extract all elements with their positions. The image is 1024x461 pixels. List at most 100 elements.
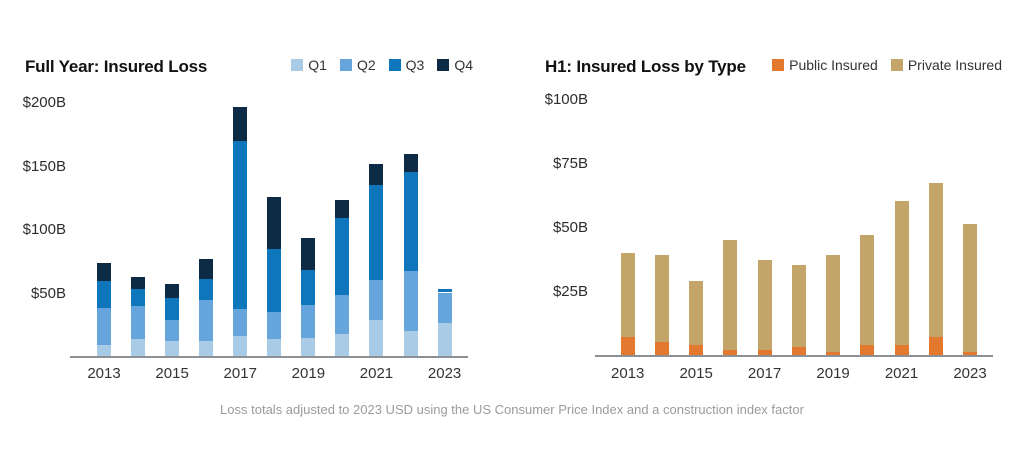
legend-item: Q3 (388, 57, 425, 73)
legend-label: Q2 (356, 57, 376, 73)
x-tick-label: 2019 (816, 365, 850, 382)
legend-item: Q1 (291, 57, 327, 73)
y-tick-label: $100B (22, 221, 66, 238)
x-tick-label: 2023 (427, 365, 462, 382)
legend-item: Private Insured (890, 57, 1002, 73)
bar-segment-2021-private-insured (894, 201, 909, 345)
bar-segment-2014-private-insured (654, 255, 669, 343)
bar-segment-2018-q3 (267, 249, 282, 312)
x-tick-label: 2021 (884, 365, 919, 382)
bar-segment-2015-q1 (165, 340, 180, 356)
bar-segment-2023-public-insured (963, 352, 977, 355)
bar-segment-2020-q4 (335, 199, 350, 218)
y-tick-label: $150B (22, 157, 66, 175)
bar-segment-2013-q1 (97, 344, 111, 356)
bar-segment-2013-q3 (97, 281, 111, 308)
bar-segment-2017-q2 (233, 309, 248, 336)
bar-segment-2021-q4 (369, 164, 384, 185)
bar-segment-2019-q2 (301, 305, 316, 339)
x-tick-label: 2015 (155, 365, 189, 382)
bar-segment-2023-q2 (437, 292, 452, 323)
x-tick-label: 2023 (953, 365, 987, 382)
bar-segment-2014-q2 (131, 306, 146, 340)
bar-segment-2019-q4 (301, 237, 316, 270)
bar-segment-2016-q4 (199, 259, 214, 279)
bar-segment-2022-public-insured (928, 337, 943, 355)
legend-item: Q2 (339, 57, 376, 73)
x-axis-line (595, 355, 993, 357)
left-chart-legend: Q1 Q2 Q3 Q4 (291, 57, 473, 73)
legend-label: Public Insured (789, 57, 878, 73)
bar-segment-2017-private-insured (757, 260, 772, 350)
bar-segment-2019-public-insured (826, 352, 841, 355)
bar-segment-2015-q4 (165, 283, 180, 298)
bar-segment-2023-q3 (437, 288, 452, 293)
x-tick-label: 2013 (611, 365, 645, 382)
bar-segment-2022-q1 (403, 330, 418, 356)
bar-segment-2015-public-insured (689, 344, 704, 355)
x-tick-label: 2017 (223, 365, 257, 382)
bar-segment-2016-q3 (199, 278, 214, 301)
bar-segment-2016-q2 (199, 300, 214, 341)
bar-segment-2014-q1 (131, 339, 146, 356)
legend-item: Q4 (437, 57, 473, 73)
bar-segment-2020-q3 (335, 217, 350, 296)
bar-segment-2023-q1 (437, 322, 452, 356)
x-tick-label: 2021 (359, 365, 394, 382)
x-tick-label: 2019 (291, 365, 326, 382)
bar-segment-2013-public-insured (620, 337, 635, 355)
y-tick-label: $50B (552, 219, 588, 236)
x-tick-label: 2017 (747, 365, 782, 382)
bar-segment-2021-q2 (369, 279, 384, 321)
bar-segment-2013-private-insured (620, 252, 635, 338)
bar-segment-2018-public-insured (791, 347, 806, 355)
bar-segment-2019-private-insured (826, 255, 841, 353)
bar-segment-2017-q1 (233, 335, 248, 356)
bar-segment-2022-q4 (403, 154, 418, 172)
bar-segment-2020-private-insured (860, 234, 875, 345)
bar-segment-2020-public-insured (860, 344, 875, 355)
y-tick-label: $25B (552, 283, 588, 300)
bar-segment-2017-q3 (233, 141, 248, 309)
bar-segment-2015-q2 (165, 320, 180, 341)
legend-label: Private Insured (907, 57, 1002, 73)
legend-swatch-icon (291, 59, 304, 71)
bar-segment-2021-q1 (369, 320, 384, 356)
y-tick-label: $200B (22, 94, 66, 111)
bar-segment-2017-public-insured (757, 349, 772, 355)
legend-label: Q4 (454, 57, 473, 73)
bar-segment-2021-q3 (369, 184, 384, 280)
bar-segment-2020-q1 (335, 334, 350, 356)
bar-segment-2022-q2 (403, 270, 418, 331)
bar-segment-2019-q1 (301, 338, 316, 356)
bar-segment-2020-q2 (335, 295, 350, 335)
legend-swatch-icon (437, 59, 450, 71)
x-tick-label: 2015 (679, 365, 713, 382)
bar-segment-2014-q4 (131, 277, 146, 289)
bar-segment-2017-q4 (233, 107, 248, 142)
bar-segment-2016-public-insured (723, 349, 738, 355)
bar-segment-2018-private-insured (791, 265, 806, 348)
legend-label: Q3 (405, 57, 425, 73)
footnote-caption: Loss totals adjusted to 2023 USD using t… (220, 402, 804, 417)
bar-segment-2022-q3 (403, 171, 418, 271)
bar-segment-2023-private-insured (963, 224, 977, 353)
legend-label: Q1 (308, 57, 327, 73)
right-chart-legend: Public Insured Private Insured (772, 57, 1002, 73)
bar-segment-2016-private-insured (723, 239, 738, 350)
legend-item: Public Insured (772, 57, 878, 73)
bar-segment-2015-private-insured (689, 280, 704, 345)
y-tick-label: $75B (552, 155, 588, 172)
bar-segment-2013-q2 (97, 307, 111, 345)
bar-segment-2022-private-insured (928, 183, 943, 338)
x-axis-line (70, 356, 468, 358)
bar-segment-2021-public-insured (894, 344, 909, 355)
bar-segment-2018-q4 (267, 197, 282, 250)
bar-segment-2013-q4 (97, 263, 111, 282)
legend-swatch-icon (388, 59, 401, 71)
legend-swatch-icon (339, 59, 352, 71)
legend-swatch-icon (890, 59, 903, 71)
left-chart-title: Full Year: Insured Loss (25, 57, 208, 76)
x-tick-label: 2013 (87, 365, 121, 382)
